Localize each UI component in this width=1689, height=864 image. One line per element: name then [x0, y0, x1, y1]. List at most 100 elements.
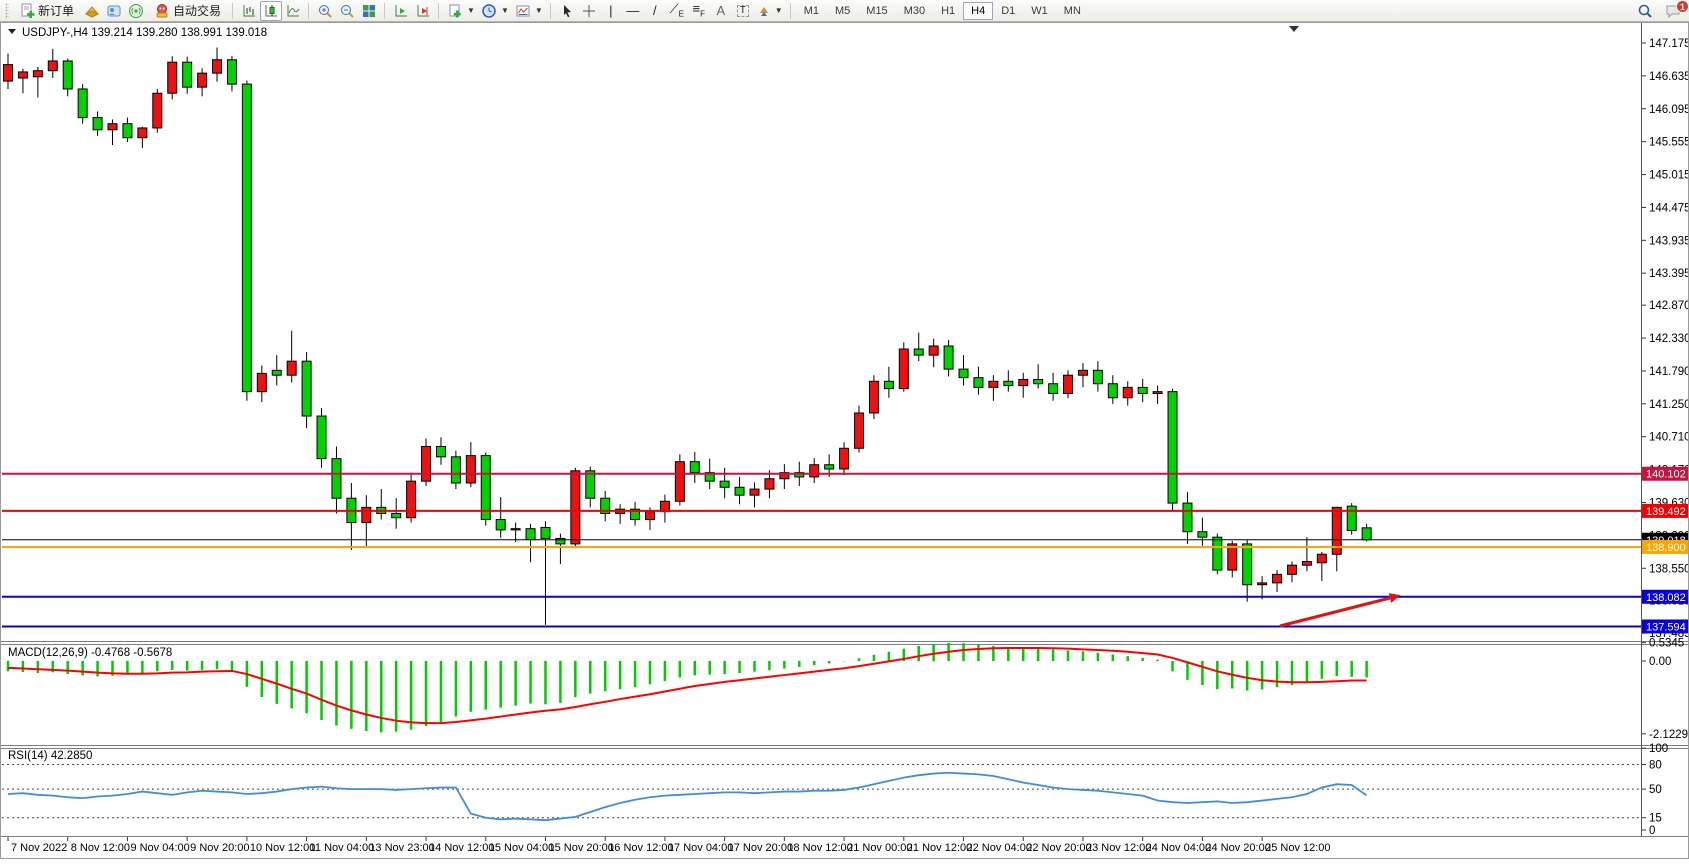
data-window-button[interactable]: [390, 1, 412, 21]
fibonacci-tool-button[interactable]: ≡F: [688, 1, 710, 21]
new-order-button[interactable]: 新订单: [12, 1, 81, 21]
timeframe-h1-button[interactable]: H1: [941, 4, 956, 17]
price-badge: [1641, 619, 1689, 634]
price-badge: [1641, 466, 1689, 481]
channel-tool-button[interactable]: ⟋E: [666, 1, 688, 21]
toolbar-separator: [789, 2, 792, 19]
signal-broadcast-icon: [129, 3, 144, 18]
svg-text:15 Nov 04:00: 15 Nov 04:00: [489, 842, 554, 854]
svg-text:18 Nov 12:00: 18 Nov 12:00: [787, 842, 852, 854]
periods-button[interactable]: ▼: [478, 1, 512, 21]
community-button[interactable]: [103, 1, 125, 21]
svg-text:142.870: 142.870: [1649, 300, 1689, 312]
zoom-in-icon: [319, 4, 332, 18]
svg-text:24 Nov 04:00: 24 Nov 04:00: [1146, 842, 1211, 854]
svg-text:USDJPY-,H4 139.214 139.280 13: USDJPY-,H4 139.214 139.280 138.991 139.0…: [22, 27, 267, 39]
toolbar-grip[interactable]: [5, 2, 9, 19]
zoom-out-icon: [341, 4, 354, 18]
trendline-tool-button[interactable]: /: [644, 1, 666, 21]
bar-chart-mode-button[interactable]: [238, 1, 260, 21]
svg-text:138.082: 138.082: [1646, 592, 1686, 604]
line-chart-mode-button[interactable]: [282, 1, 304, 21]
crosshair-tool-button[interactable]: [578, 1, 600, 21]
svg-text:140.102: 140.102: [1646, 469, 1686, 481]
tile-windows-button[interactable]: [358, 1, 380, 21]
timeframe-mn-button[interactable]: MN: [1063, 4, 1081, 17]
autotrading-button[interactable]: 自动交易: [147, 1, 228, 21]
svg-text:14 Nov 12:00: 14 Nov 12:00: [429, 842, 494, 854]
text-label-icon: T: [736, 4, 749, 17]
candlestick-icon: [265, 4, 278, 16]
notifications-button[interactable]: 1: [1665, 0, 1689, 19]
svg-text:147.175: 147.175: [1649, 38, 1689, 50]
price-badge: [1641, 503, 1689, 518]
svg-text:25 Nov 12:00: 25 Nov 12:00: [1265, 842, 1330, 854]
zoom-out-button[interactable]: [336, 1, 358, 21]
timeframe-w1-button[interactable]: W1: [1031, 4, 1048, 17]
svg-text:100: 100: [1649, 743, 1668, 755]
templates-button[interactable]: ▼: [512, 1, 546, 21]
time-axis[interactable]: 7 Nov 2022 8 Nov 12:00 9 Nov 04:00 9 Nov 20…: [7, 837, 1331, 854]
zoom-in-button[interactable]: [314, 1, 336, 21]
dropdown-caret-icon: ▼: [467, 5, 475, 15]
text-label-tool-button[interactable]: T: [732, 1, 754, 21]
timeframe-m5-button[interactable]: M5: [835, 4, 851, 17]
timeframe-m30-button[interactable]: M30: [903, 4, 926, 17]
template-chart-icon: [516, 5, 530, 16]
svg-text:144.475: 144.475: [1649, 202, 1689, 214]
toolbar-separator: [308, 2, 310, 19]
horizontal-line-tool-button[interactable]: —: [622, 1, 644, 21]
arrows-icon: [759, 6, 768, 16]
svg-text:17 Nov 20:00: 17 Nov 20:00: [728, 842, 793, 854]
timeframe-m15-button[interactable]: M15: [866, 4, 888, 17]
candlestick-mode-button[interactable]: [260, 0, 283, 21]
svg-text:16 Nov 12:00: 16 Nov 12:00: [608, 842, 673, 854]
toolbar-separator: [384, 2, 386, 19]
chart-title: USDJPY-,H4 139.214 139.280 138.991 139.0…: [8, 27, 267, 39]
text-tool-button[interactable]: A: [710, 1, 732, 21]
price-scale[interactable]: 147.175 146.635 146.095 145.555 145.015 144.4…: [1642, 38, 1689, 640]
svg-text:11 Nov 04:00: 11 Nov 04:00: [310, 842, 375, 854]
search-icon[interactable]: [1637, 3, 1653, 19]
svg-text:13 Nov 23:00: 13 Nov 23:00: [369, 842, 434, 854]
macd-pane: 0.5345 0.00 -2.1229 MACD(12,26,9) -0.4768 -…: [6, 638, 1688, 741]
chart-shift-button[interactable]: [412, 1, 434, 21]
crosshair-icon: [582, 4, 595, 17]
svg-text:9 Nov 20:00: 9 Nov 20:00: [190, 842, 249, 854]
toolbar-separator: [232, 2, 234, 19]
timeframe-m1-button[interactable]: M1: [803, 4, 819, 17]
dropdown-caret-icon: ▼: [534, 5, 543, 15]
market-button[interactable]: [81, 1, 103, 21]
svg-text:24 Nov 20:00: 24 Nov 20:00: [1205, 842, 1270, 854]
svg-text:22 Nov 04:00: 22 Nov 04:00: [967, 842, 1032, 854]
gold-box-icon: [84, 5, 100, 18]
svg-text:21 Nov 12:00: 21 Nov 12:00: [907, 842, 972, 854]
arrow-annotation[interactable]: [1279, 593, 1401, 628]
toolbar-separator: [438, 2, 440, 19]
notification-count-badge: 1: [1676, 0, 1689, 13]
svg-text:143.935: 143.935: [1649, 235, 1689, 247]
vertical-line-tool-button[interactable]: |: [600, 1, 622, 21]
arrows-tool-button[interactable]: ▼: [754, 1, 786, 21]
horizontal-line-objects[interactable]: 140.102139.492139.018138.900138.082137.5…: [2, 466, 1689, 634]
timeframe-d1-button[interactable]: D1: [1001, 4, 1016, 17]
svg-text:145.555: 145.555: [1649, 137, 1689, 149]
svg-text:8 Nov 12:00: 8 Nov 12:00: [71, 842, 130, 854]
svg-text:10 Nov 12:00: 10 Nov 12:00: [250, 842, 315, 854]
new-order-label: 新订单: [38, 4, 75, 18]
new-order-icon: [21, 3, 35, 18]
cursor-tool-button[interactable]: [556, 1, 578, 21]
bar-chart-icon: [243, 4, 256, 16]
chart-window[interactable]: 147.175 146.635 146.095 145.555 145.015 144.4…: [0, 22, 1689, 859]
chart-marker-icon: [417, 4, 430, 16]
macd-signal-line: [7, 646, 1367, 725]
svg-text:7 Nov 2022: 7 Nov 2022: [11, 842, 67, 854]
chart-canvas[interactable]: 147.175 146.635 146.095 145.555 145.015 144.4…: [0, 22, 1689, 859]
timeframe-h4-button[interactable]: H4: [963, 1, 994, 20]
symbol-dropdown-icon[interactable]: [8, 29, 16, 34]
price-badge: [1641, 589, 1689, 604]
svg-text:140.710: 140.710: [1649, 432, 1689, 444]
signals-button[interactable]: [125, 1, 147, 21]
svg-text:146.095: 146.095: [1649, 104, 1689, 116]
new-chart-button[interactable]: ▼: [444, 1, 478, 21]
